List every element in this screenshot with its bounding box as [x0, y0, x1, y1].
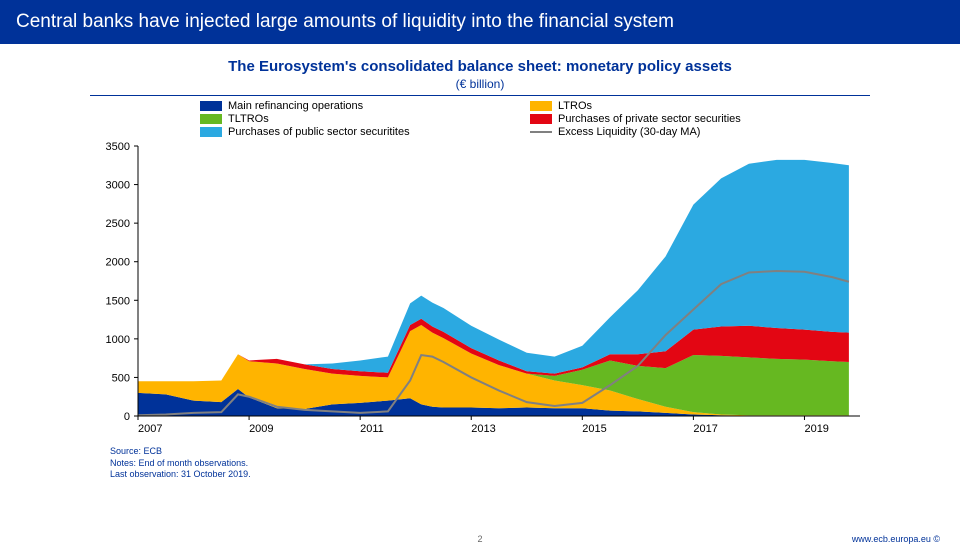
- notes-source: Source: ECB: [110, 446, 960, 458]
- legend-item-tltro: TLTROs: [200, 113, 490, 125]
- svg-text:2500: 2500: [106, 218, 130, 230]
- slide-title: Central banks have injected large amount…: [16, 11, 674, 33]
- chart-area: 0 500 1000 1500 2000 2500 3000 3500 2007 2009 2011…: [90, 140, 870, 440]
- notes-line3: Last observation: 31 October 2019.: [110, 469, 960, 481]
- svg-text:3500: 3500: [106, 141, 130, 153]
- legend-item-xl: Excess Liquidity (30-day MA): [530, 126, 820, 138]
- legend-item-ltro: LTROs: [530, 100, 820, 112]
- slide-header: Central banks have injected large amount…: [0, 0, 960, 44]
- legend-item-priv: Purchases of private sector securities: [530, 113, 820, 125]
- svg-text:2009: 2009: [249, 423, 273, 435]
- legend-label: Purchases of public sector securitites: [228, 126, 410, 138]
- page-number: 2: [477, 534, 482, 544]
- notes-line2: Notes: End of month observations.: [110, 458, 960, 470]
- legend-item-pub: Purchases of public sector securitites: [200, 126, 490, 138]
- svg-text:1000: 1000: [106, 334, 130, 346]
- legend-swatch: [530, 114, 552, 124]
- title-underline: [90, 95, 870, 96]
- svg-text:2011: 2011: [360, 423, 384, 435]
- svg-text:1500: 1500: [106, 295, 130, 307]
- chart-title: The Eurosystem's consolidated balance sh…: [0, 58, 960, 75]
- legend-swatch: [200, 101, 222, 111]
- svg-text:2000: 2000: [106, 257, 130, 269]
- footer-url: www.ecb.europa.eu ©: [852, 534, 940, 544]
- legend-label: TLTROs: [228, 113, 269, 125]
- legend-label: LTROs: [558, 100, 592, 112]
- svg-text:3000: 3000: [106, 180, 130, 192]
- legend-label: Excess Liquidity (30-day MA): [558, 126, 700, 138]
- legend-swatch: [530, 101, 552, 111]
- svg-text:2015: 2015: [582, 423, 606, 435]
- legend-swatch: [200, 114, 222, 124]
- svg-text:2013: 2013: [471, 423, 495, 435]
- chart-subtitle: (€ billion): [0, 77, 960, 91]
- chart-legend: Main refinancing operationsLTROsTLTROsPu…: [200, 100, 820, 138]
- svg-text:500: 500: [112, 372, 130, 384]
- legend-label: Purchases of private sector securities: [558, 113, 741, 125]
- svg-text:2019: 2019: [804, 423, 828, 435]
- legend-swatch: [200, 127, 222, 137]
- svg-text:2017: 2017: [693, 423, 717, 435]
- legend-swatch: [530, 131, 552, 133]
- svg-text:0: 0: [124, 411, 130, 423]
- legend-item-mro: Main refinancing operations: [200, 100, 490, 112]
- legend-label: Main refinancing operations: [228, 100, 363, 112]
- stacked-area-chart: 0 500 1000 1500 2000 2500 3000 3500 2007 2009 2011…: [90, 140, 870, 440]
- svg-text:2007: 2007: [138, 423, 162, 435]
- chart-notes: Source: ECB Notes: End of month observat…: [110, 446, 960, 481]
